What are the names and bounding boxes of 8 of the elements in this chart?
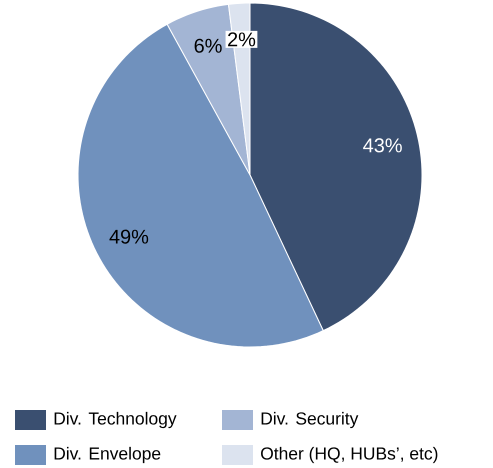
data-label: 2% <box>228 32 256 46</box>
data-label: 49% <box>109 230 148 244</box>
data-label: 43% <box>363 138 402 152</box>
legend-label: Div. Security <box>262 412 358 428</box>
legend-label: Div. Envelope <box>54 446 160 464</box>
legend-label: Div. Technology <box>54 412 177 428</box>
legend-label: Other (HQ, HUBs’, etc) <box>261 446 438 464</box>
data-label: 6% <box>194 38 222 53</box>
